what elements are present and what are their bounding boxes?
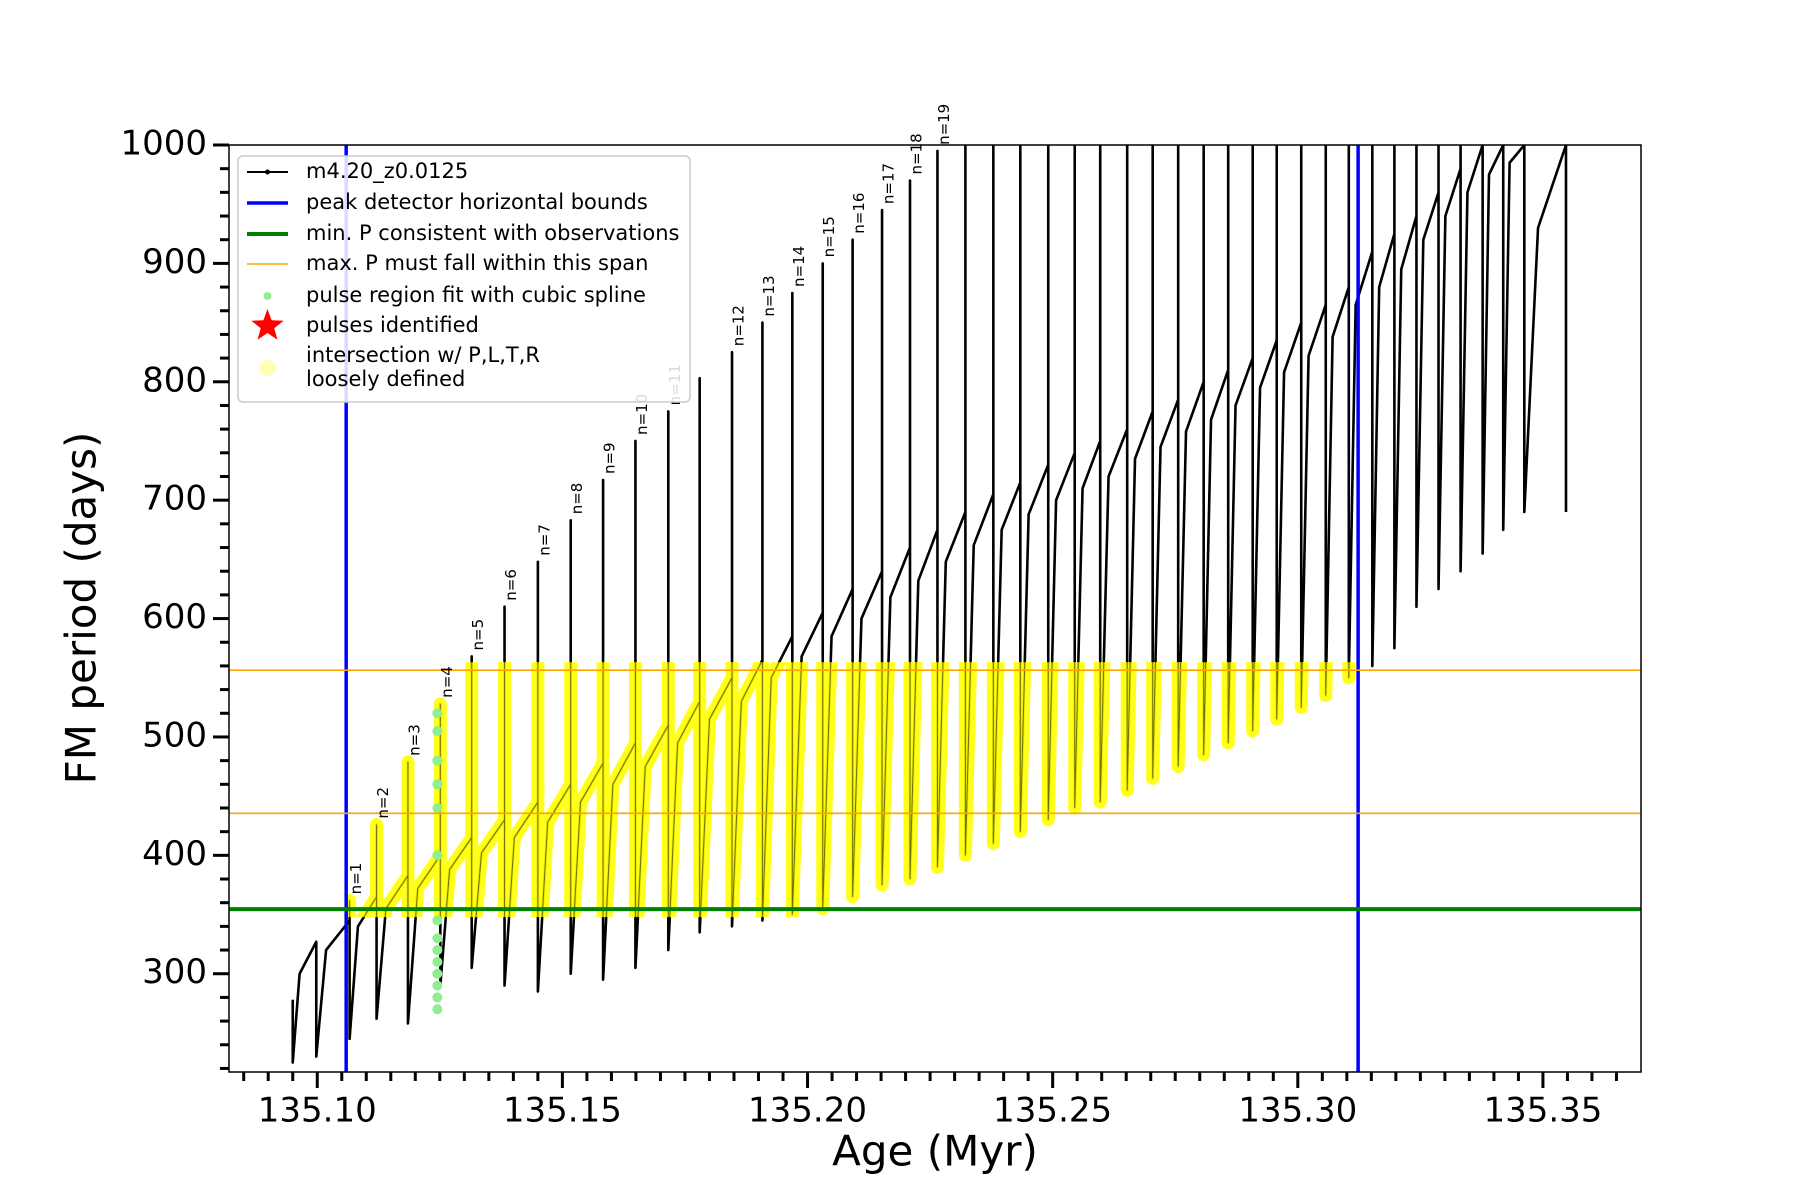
legend-label: min. P consistent with observations <box>306 221 679 245</box>
x-tick-label: 135.30 <box>1238 1091 1357 1131</box>
spline-point <box>432 1004 443 1015</box>
pulse-annotation: n=18 <box>907 133 925 174</box>
spline-point <box>432 726 443 737</box>
pulse-annotation: n=5 <box>469 619 487 651</box>
spline-point <box>432 956 443 967</box>
x-tick-label: 135.20 <box>748 1091 867 1131</box>
y-tick-label: 900 <box>142 242 207 282</box>
pulse-annotation: n=9 <box>601 442 619 474</box>
pulse-annotation: n=7 <box>535 524 553 556</box>
pulse-annotation: n=12 <box>730 305 748 346</box>
series-line-overlay <box>292 145 1567 1063</box>
legend-label: pulses identified <box>306 313 479 337</box>
legend-label: loosely defined <box>306 367 465 391</box>
y-tick-label: 400 <box>142 834 207 874</box>
x-axis-title: Age (Myr) <box>832 1127 1038 1176</box>
spline-point <box>432 779 443 790</box>
legend-handle-dot <box>259 360 276 376</box>
plot-area <box>229 145 1641 1072</box>
pulse-annotation: n=19 <box>935 104 953 145</box>
legend-handle-dot <box>265 169 270 175</box>
pulse-annotation: n=10 <box>633 394 651 435</box>
pulse-annotation: n=1 <box>347 863 365 895</box>
pulse-annotation: n=17 <box>880 163 898 204</box>
legend-label: pulse region fit with cubic spline <box>306 283 646 307</box>
y-tick-label: 600 <box>142 597 207 637</box>
y-tick-label: 800 <box>142 360 207 400</box>
pulse-annotation: n=13 <box>760 275 778 316</box>
plot-frame <box>228 144 1642 1073</box>
pulse-annotation: n=16 <box>850 193 868 234</box>
legend-handle-dot <box>263 292 272 300</box>
pulse-annotation: n=8 <box>568 483 586 515</box>
x-tick-label: 135.10 <box>258 1091 377 1131</box>
pulse-annotation: n=2 <box>374 787 392 819</box>
y-tick-label: 500 <box>142 715 207 755</box>
legend-label: peak detector horizontal bounds <box>306 190 648 214</box>
spline-point <box>432 915 443 926</box>
spline-point <box>432 945 443 956</box>
spline-point <box>432 992 443 1003</box>
pulse-annotation: n=15 <box>820 216 838 257</box>
legend-label: intersection w/ P,L,T,R <box>306 343 540 367</box>
spline-point <box>432 850 443 861</box>
overlay: n=1n=2n=3n=4n=5n=6n=7n=8n=9n=10n=11n=12n… <box>120 104 1642 1131</box>
spline-point <box>432 755 443 766</box>
y-tick-label: 300 <box>142 952 207 992</box>
legend-label: max. P must fall within this span <box>306 251 648 275</box>
spline-point <box>432 708 443 719</box>
legend-handle-star <box>251 309 284 340</box>
y-axis-title: FM period (days) <box>57 432 106 785</box>
pulse-annotation: n=6 <box>502 569 520 601</box>
spline-point <box>432 933 443 944</box>
x-tick-label: 135.25 <box>993 1091 1112 1131</box>
x-tick-label: 135.15 <box>503 1091 622 1131</box>
legend-box <box>237 155 691 403</box>
y-tick-label: 700 <box>142 479 207 519</box>
x-tick-label: 135.35 <box>1483 1091 1602 1131</box>
spline-point <box>432 968 443 979</box>
pulse-annotation: n=4 <box>438 666 456 698</box>
spline-point <box>432 802 443 813</box>
y-tick-label: 1000 <box>120 124 207 164</box>
spline-point <box>432 980 443 991</box>
pulse-annotation: n=3 <box>405 724 423 756</box>
pulse-annotation: n=14 <box>790 246 808 287</box>
legend-label: m4.20_z0.0125 <box>306 159 468 184</box>
